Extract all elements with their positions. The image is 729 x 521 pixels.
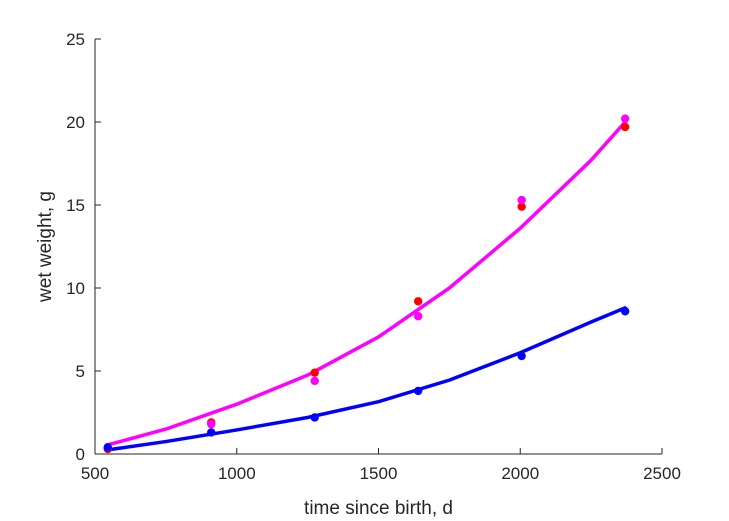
data-point [413, 386, 423, 396]
data-point [620, 122, 630, 132]
data-point [620, 307, 630, 316]
x-tick-label: 2500 [643, 464, 681, 483]
x-tick-label: 500 [81, 464, 109, 483]
data-point [207, 419, 216, 429]
y-tick-label: 10 [66, 279, 85, 298]
x-axis-label: time since birth, d [304, 498, 453, 519]
fit-line [106, 120, 627, 447]
data-point [310, 413, 319, 422]
data-point [310, 368, 319, 377]
x-tick-label: 2000 [501, 464, 539, 483]
y-tick-label: 15 [66, 196, 85, 215]
y-tick-label: 25 [66, 30, 85, 49]
fit-lines [106, 120, 627, 452]
y-tick-label: 20 [66, 113, 85, 132]
x-tick-label: 1000 [218, 464, 256, 483]
data-point [413, 297, 423, 306]
data-point [517, 195, 526, 205]
data-point [103, 443, 112, 452]
axes [94, 39, 662, 455]
data-point [517, 202, 526, 211]
data-point [517, 351, 526, 361]
y-tick-label: 0 [76, 445, 85, 464]
fit-line [106, 306, 627, 452]
x-ticks: 500 1000 1500 2000 2500 [81, 448, 681, 483]
y-tick-label: 5 [76, 362, 85, 381]
data-points [103, 114, 630, 454]
data-point [207, 428, 216, 437]
y-ticks: 0 5 10 15 20 25 [66, 30, 101, 464]
data-point [310, 376, 319, 386]
x-tick-label: 1500 [360, 464, 398, 483]
data-point [413, 312, 423, 321]
data-point [620, 114, 630, 123]
y-axis-label: wet weight, g [35, 191, 56, 303]
